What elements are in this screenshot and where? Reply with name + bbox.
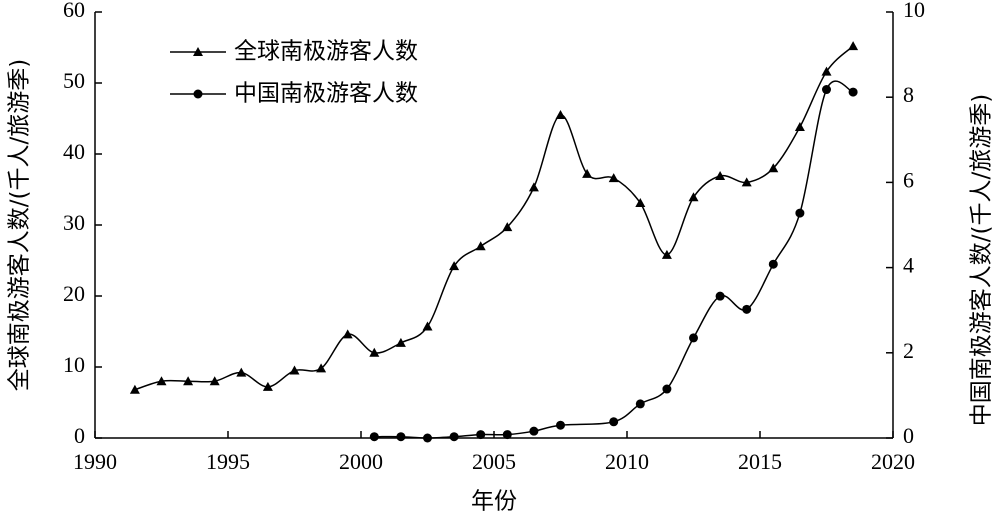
marker [795, 208, 805, 218]
marker [688, 192, 699, 202]
marker [502, 430, 512, 440]
marker [582, 168, 593, 178]
marker [183, 376, 194, 386]
marker [209, 376, 220, 386]
x-tick-label: 2000 [339, 449, 383, 474]
y2-tick-label: 8 [903, 82, 914, 107]
marker [689, 333, 698, 343]
y2-tick-label: 10 [903, 0, 925, 22]
marker [822, 85, 831, 95]
y-tick-label: 20 [63, 281, 85, 306]
y-tick-label: 10 [63, 352, 85, 377]
marker [316, 363, 327, 373]
marker [395, 337, 406, 347]
marker [821, 66, 832, 76]
y-tick-label: 0 [74, 423, 85, 448]
marker [635, 399, 645, 409]
marker [502, 222, 513, 232]
y-tick-label: 60 [63, 0, 85, 22]
series-line [374, 80, 854, 439]
y-tick-label: 30 [63, 210, 85, 235]
marker [156, 376, 167, 386]
x-tick-label: 1990 [73, 449, 117, 474]
marker [528, 182, 539, 192]
marker [556, 420, 565, 430]
marker [555, 109, 566, 119]
x-tick-label: 2015 [738, 449, 782, 474]
y2-tick-label: 2 [903, 338, 914, 363]
marker [661, 249, 672, 259]
legend-label: 中国南极游客人数 [234, 81, 418, 107]
marker [262, 381, 273, 391]
marker [342, 329, 353, 339]
marker [236, 367, 247, 377]
marker [449, 432, 459, 442]
marker [662, 384, 672, 394]
series-line [134, 45, 854, 391]
y2-axis-title: 中国南极游客人数/(千人/旅游季) [969, 94, 995, 426]
marker [715, 291, 725, 301]
y-tick-label: 50 [63, 68, 85, 93]
marker [449, 261, 460, 271]
marker [635, 197, 646, 207]
marker [193, 47, 203, 56]
marker [794, 122, 805, 132]
y-axis-title: 全球南极游客人数/(千人/旅游季) [7, 59, 33, 391]
marker [529, 426, 539, 436]
marker [741, 177, 752, 187]
marker [609, 417, 619, 427]
y2-tick-label: 4 [903, 253, 914, 278]
marker [475, 241, 486, 251]
marker [129, 384, 140, 394]
marker [608, 173, 619, 183]
x-axis-title: 年份 [471, 489, 517, 515]
marker [848, 87, 858, 97]
x-tick-label: 2010 [605, 449, 649, 474]
marker [369, 432, 379, 442]
marker [715, 171, 726, 181]
marker [768, 163, 779, 173]
marker [193, 89, 203, 99]
y2-tick-label: 0 [903, 423, 914, 448]
marker [476, 430, 486, 440]
marker [423, 433, 432, 443]
x-tick-label: 2005 [472, 449, 516, 474]
y2-tick-label: 6 [903, 167, 914, 192]
legend-label: 全球南极游客人数 [234, 39, 418, 65]
marker [742, 304, 752, 314]
marker [369, 347, 380, 357]
marker [422, 321, 433, 331]
marker [768, 259, 778, 269]
marker [289, 365, 300, 375]
y-tick-label: 40 [63, 139, 85, 164]
marker [848, 41, 859, 51]
marker [396, 432, 406, 442]
x-tick-label: 2020 [871, 449, 915, 474]
x-tick-label: 1995 [206, 449, 250, 474]
